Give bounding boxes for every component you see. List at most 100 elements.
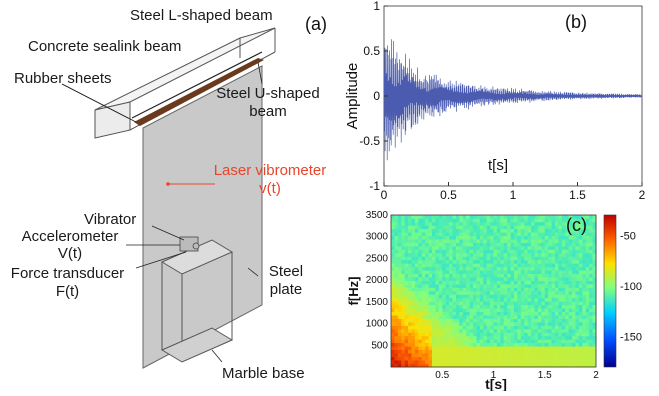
heat-cell (537, 280, 542, 285)
steel-plate-label: Steel plate (258, 264, 314, 297)
heat-cell (558, 297, 563, 302)
heat-cell (531, 335, 535, 340)
heat-cell (414, 270, 419, 275)
heat-cell (520, 363, 525, 368)
heat-cell (425, 253, 429, 257)
heat-cell (548, 353, 552, 357)
steel-l-beam-label: Steel L-shaped beam (130, 7, 273, 24)
heat-cell (483, 329, 487, 333)
heat-cell (524, 287, 528, 292)
heat-cell (520, 318, 525, 323)
heat-cell (449, 297, 453, 302)
heat-cell (490, 239, 494, 243)
heat-cell (466, 329, 470, 333)
heat-cell (500, 225, 505, 230)
heat-cell (537, 297, 542, 302)
heat-cell (414, 249, 419, 254)
heat-cell (568, 297, 573, 302)
heat-cell (418, 266, 423, 271)
heat-cell (561, 304, 566, 309)
heat-cell (418, 301, 423, 306)
heat-cell (404, 277, 409, 281)
heat-cell (510, 301, 515, 306)
heat-cell (438, 360, 443, 364)
heat-cell (411, 297, 416, 302)
heat-cell (401, 363, 405, 368)
heat-cell (455, 221, 460, 226)
heat-cell (589, 239, 593, 243)
heat-cell (572, 297, 576, 302)
heat-cell (394, 329, 399, 333)
heat-cell (565, 346, 569, 351)
heat-cell (452, 349, 457, 354)
heat-cell (394, 322, 399, 326)
heat-cell (517, 294, 522, 299)
heat-cell (496, 318, 501, 323)
heat-cell (483, 353, 487, 357)
heat-cell (442, 284, 446, 288)
heat-cell (452, 342, 457, 347)
heat-cell (414, 232, 419, 237)
heat-cell (473, 232, 477, 237)
heat-cell (551, 332, 556, 337)
heat-cell (568, 315, 573, 319)
heat-cell (469, 273, 474, 278)
heat-cell (531, 329, 535, 333)
heat-cell (510, 249, 515, 254)
heat-cell (490, 215, 494, 219)
heat-cell (558, 346, 563, 351)
heat-cell (520, 215, 525, 219)
heat-cell (449, 253, 453, 257)
heat-cell (541, 346, 546, 351)
heat-cell (408, 332, 412, 337)
heat-cell (514, 304, 518, 309)
heat-cell (438, 318, 443, 323)
heat-cell (527, 349, 532, 354)
heat-cell (527, 339, 532, 344)
heat-cell (503, 249, 508, 254)
heat-cell (551, 325, 556, 330)
heat-cell (418, 256, 423, 261)
heat-cell (517, 325, 522, 330)
heat-cell (568, 291, 573, 295)
heat-cell (442, 308, 446, 313)
heat-cell (500, 280, 505, 285)
vibrator-shape (179, 236, 200, 252)
heat-cell (520, 294, 525, 299)
heat-cell (432, 315, 436, 319)
heat-cell (452, 225, 457, 230)
heat-cell (493, 311, 498, 316)
heat-cell (510, 235, 515, 240)
heat-cell (438, 353, 443, 357)
heat-cell (565, 339, 569, 344)
heat-cell (524, 318, 528, 323)
heat-cell (479, 318, 484, 323)
heat-cell (514, 339, 518, 344)
heat-cell (452, 346, 457, 351)
heat-cell (531, 322, 535, 326)
heat-cell (418, 356, 423, 361)
heat-cell (503, 280, 508, 285)
heat-cell (394, 325, 399, 330)
heat-cell (394, 228, 399, 233)
heat-cell (479, 349, 484, 354)
heat-cell (537, 356, 542, 361)
heat-cell (514, 325, 518, 330)
heat-cell (537, 329, 542, 333)
heat-cell (452, 228, 457, 233)
heat-cell (421, 221, 426, 226)
heat-cell (483, 301, 487, 306)
heat-cell (469, 253, 474, 257)
heat-cell (411, 253, 416, 257)
heat-cell (578, 332, 583, 337)
heat-cell (425, 273, 429, 278)
x-axis-label: t[s] (488, 157, 508, 174)
heat-cell (531, 318, 535, 323)
heat-cell (414, 301, 419, 306)
heat-cell (473, 270, 477, 275)
heat-cell (414, 291, 419, 295)
heat-cell (578, 291, 583, 295)
heat-cell (442, 332, 446, 337)
heat-cell (394, 277, 399, 281)
heat-cell (459, 273, 464, 278)
